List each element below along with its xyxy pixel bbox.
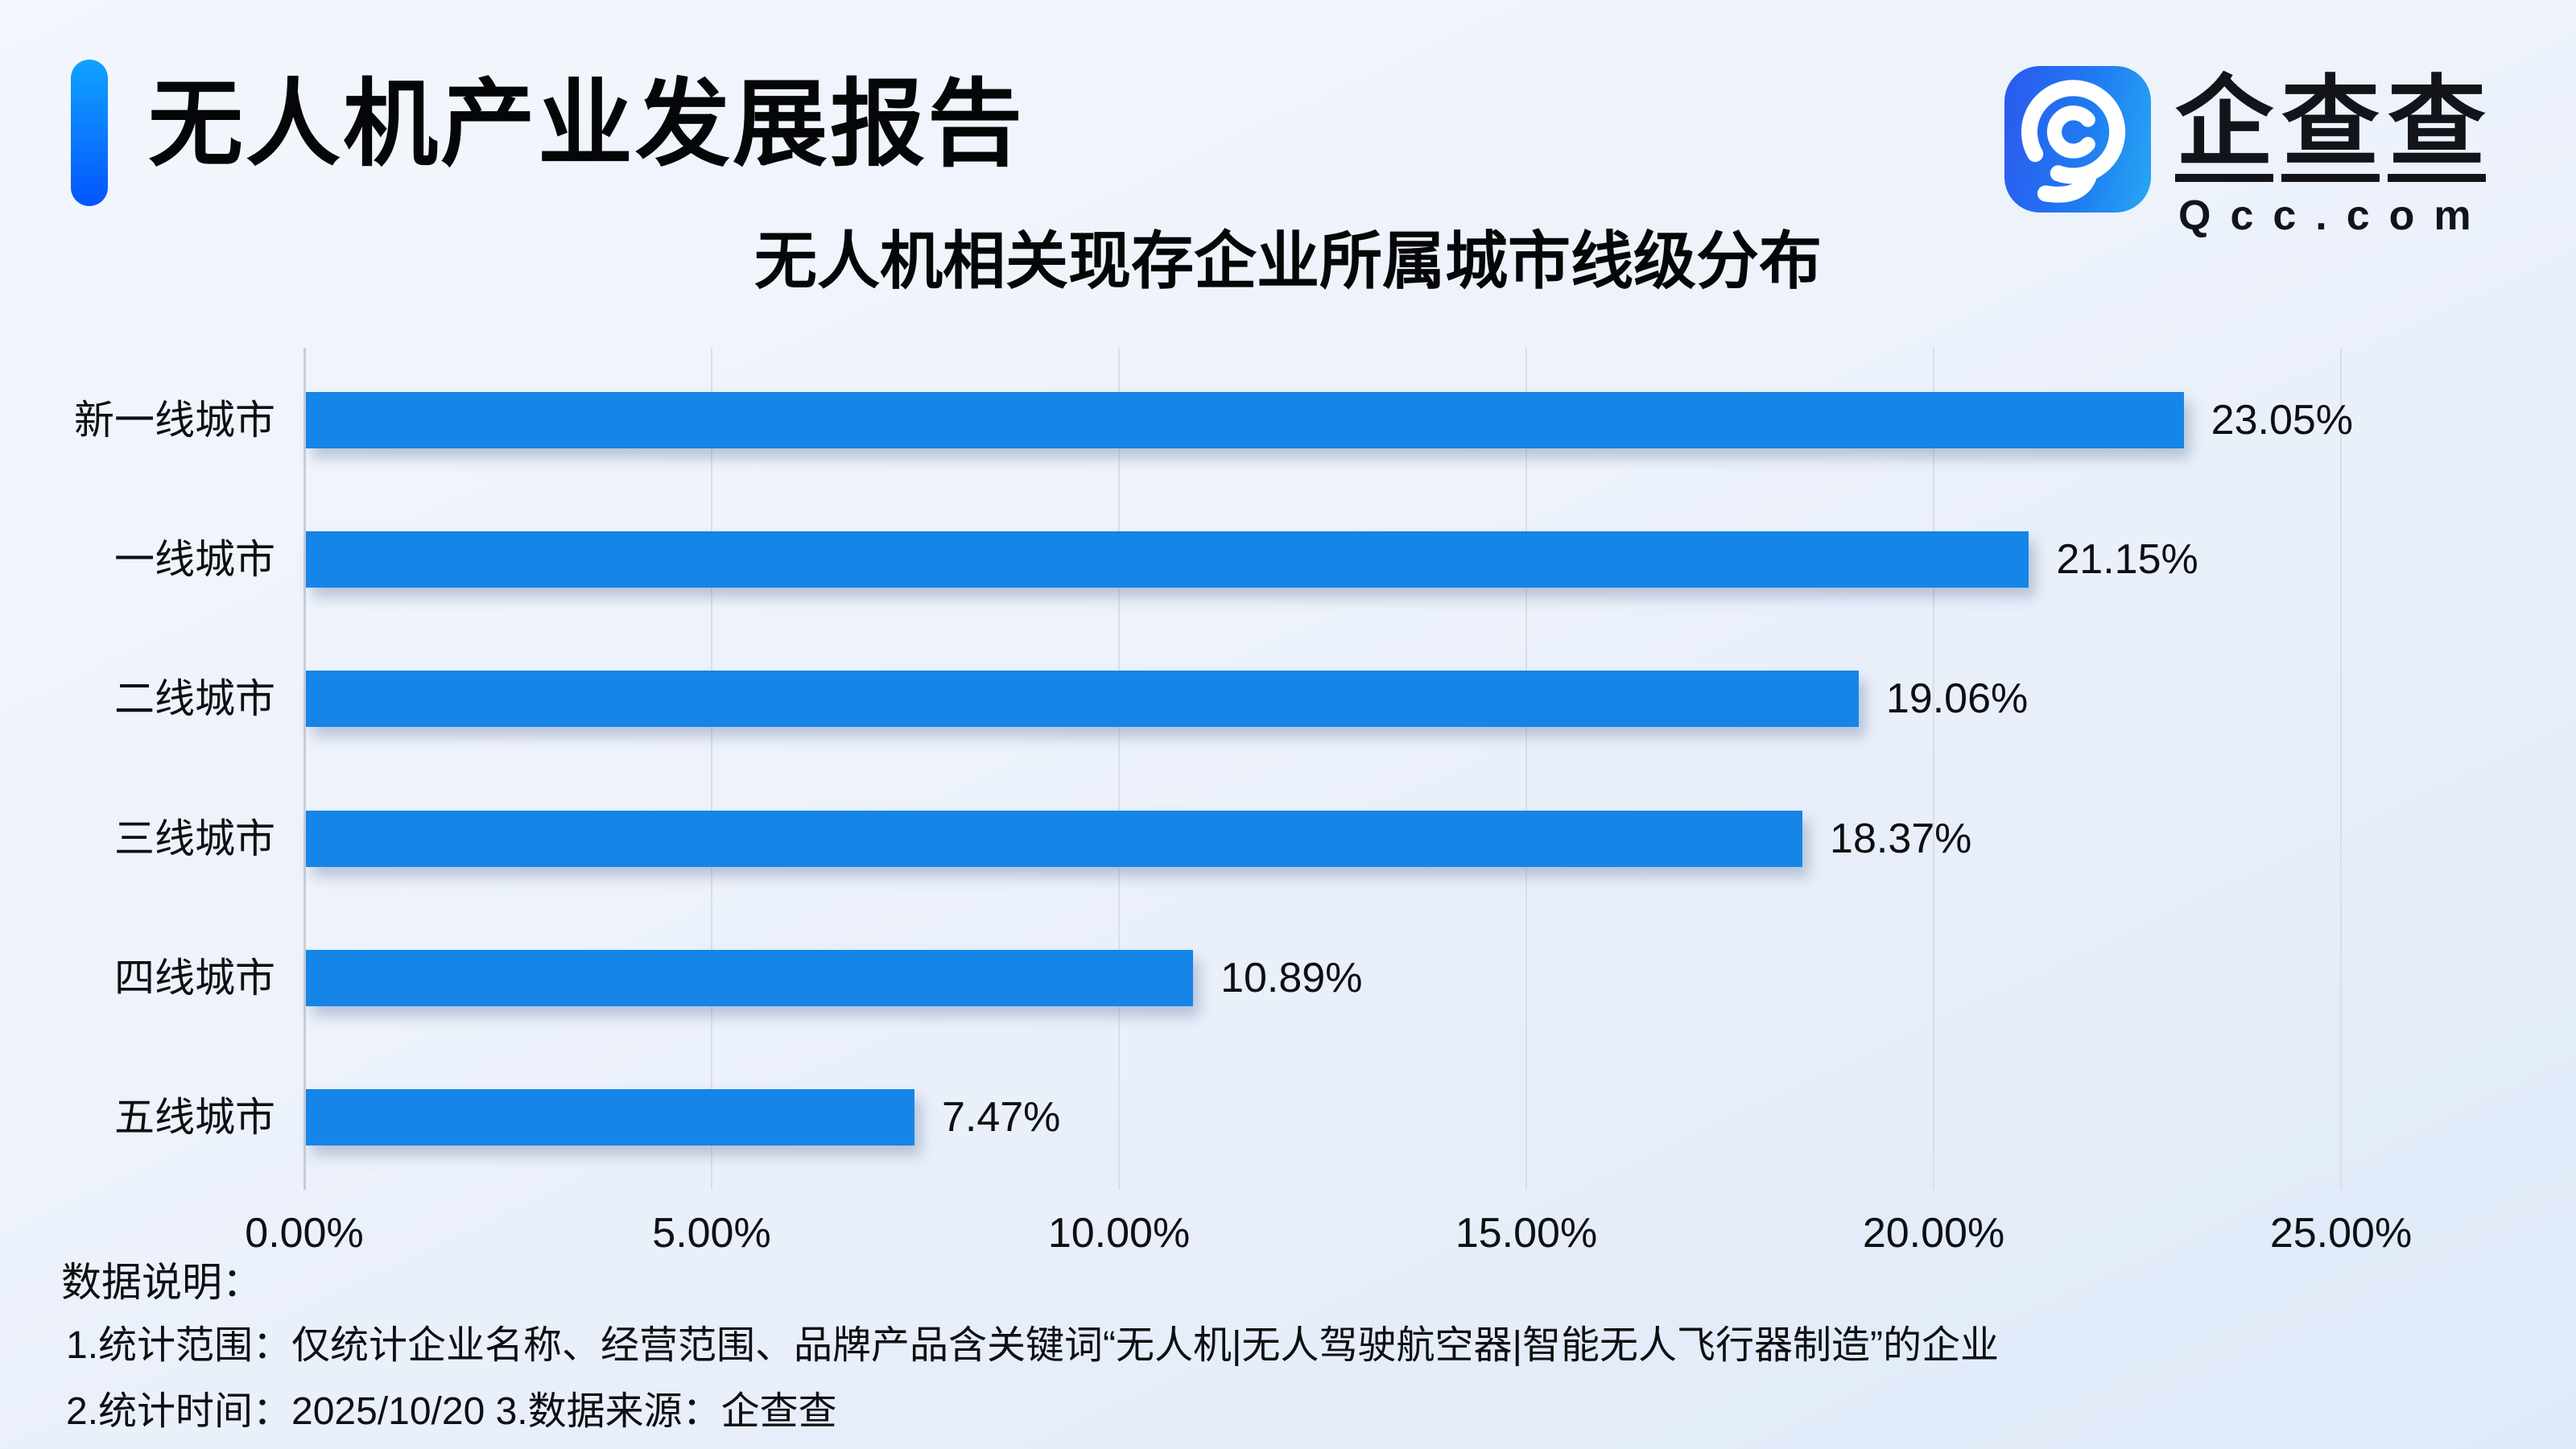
gridline bbox=[711, 348, 712, 1190]
gridline bbox=[1118, 348, 1120, 1190]
bar bbox=[306, 810, 1803, 867]
category-label: 四线城市 bbox=[114, 955, 275, 1001]
qcc-logo: 企查查 Qcc.com bbox=[2004, 66, 2504, 239]
value-label: 19.06% bbox=[1885, 675, 2029, 723]
qcc-wordmark: 企查查 bbox=[2175, 72, 2494, 183]
bar bbox=[306, 531, 2029, 588]
category-label: 一线城市 bbox=[114, 537, 275, 583]
x-axis-tick-label: 25.00% bbox=[2269, 1210, 2413, 1257]
category-label: 二线城市 bbox=[114, 676, 275, 722]
title-accent-bar bbox=[71, 60, 108, 206]
x-axis-tick-label: 10.00% bbox=[1047, 1210, 1191, 1257]
y-axis-line bbox=[303, 348, 306, 1190]
bar bbox=[306, 1089, 914, 1146]
x-axis-tick-label: 20.00% bbox=[1862, 1210, 2005, 1257]
gridline bbox=[1525, 348, 1527, 1190]
value-label: 18.37% bbox=[1830, 815, 1972, 862]
x-axis-tick-label: 0.00% bbox=[245, 1210, 364, 1257]
bar bbox=[306, 392, 2184, 448]
qcc-wordmark-char: 查 bbox=[2388, 72, 2486, 183]
qcc-wordmark-char: 企 bbox=[2175, 72, 2273, 183]
value-label: 10.89% bbox=[1220, 954, 1363, 1001]
x-axis-tick-label: 15.00% bbox=[1455, 1210, 1598, 1257]
gridline bbox=[2340, 348, 2342, 1190]
x-axis-tick-label: 5.00% bbox=[652, 1210, 771, 1257]
gridline bbox=[1933, 348, 1934, 1190]
category-label: 五线城市 bbox=[114, 1095, 275, 1140]
bar bbox=[306, 949, 1194, 1006]
qcc-wordmark-char: 查 bbox=[2281, 72, 2380, 183]
category-label: 三线城市 bbox=[114, 815, 275, 861]
chart-title: 无人机相关现存企业所属城市线级分布 bbox=[753, 225, 1822, 296]
value-label: 21.15% bbox=[2056, 536, 2198, 584]
value-label: 7.47% bbox=[941, 1094, 1061, 1141]
note-line-1: 1.统计范围：仅统计企业名称、经营范围、品牌产品含关键词“无人机|无人驾驶航空器… bbox=[66, 1324, 1999, 1367]
report-title: 无人机产业发展报告 bbox=[148, 72, 1026, 178]
qcc-magnifier-icon bbox=[2004, 66, 2151, 213]
value-label: 23.05% bbox=[2211, 397, 2354, 444]
qcc-domain-text: Qcc.com bbox=[2178, 192, 2491, 239]
bar bbox=[306, 671, 1859, 728]
note-line-2: 2.统计时间：2025/10/20 3.数据来源：企查查 bbox=[66, 1390, 837, 1433]
category-label: 新一线城市 bbox=[74, 398, 275, 443]
notes-heading: 数据说明： bbox=[61, 1260, 262, 1305]
